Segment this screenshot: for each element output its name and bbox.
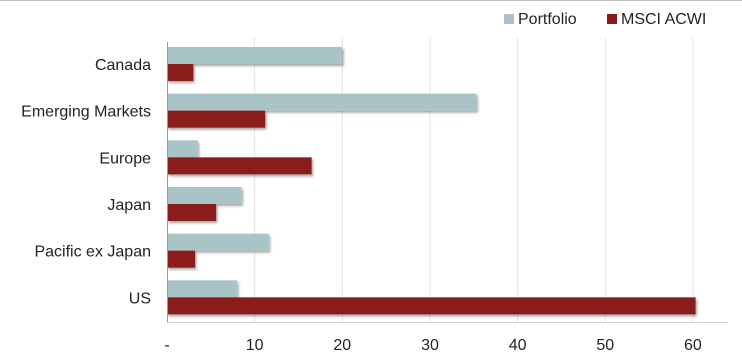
legend-label-portfolio: Portfolio: [518, 11, 577, 28]
category-label-pacific-ex-japan: Pacific ex Japan: [34, 244, 151, 261]
legend-label-msci-acwi: MSCI ACWI: [621, 11, 706, 28]
category-label-canada: Canada: [95, 57, 151, 74]
x-tick-label-60: 60: [684, 337, 702, 354]
x-tick-label-10: 10: [246, 337, 264, 354]
legend-swatch-portfolio: [504, 14, 514, 24]
bar-msci-acwi-emerging-markets: [167, 110, 266, 128]
top-border: [0, 0, 742, 1]
x-tick-label-30: 30: [421, 337, 439, 354]
bar-portfolio-emerging-markets: [167, 93, 477, 111]
category-label-europe: Europe: [99, 150, 151, 167]
bar-msci-acwi-pacific-ex-japan: [167, 250, 196, 268]
bar-portfolio-europe: [167, 140, 198, 158]
bar-portfolio-canada: [167, 47, 343, 64]
bar-portfolio-us: [167, 280, 238, 298]
bar-msci-acwi-us: [167, 297, 696, 315]
category-label-us: US: [129, 290, 151, 307]
bar-portfolio-japan: [167, 187, 242, 204]
category-label-emerging-markets: Emerging Markets: [21, 104, 151, 121]
bar-msci-acwi-europe: [167, 157, 312, 175]
category-label-japan: Japan: [107, 197, 151, 214]
x-tick-label-20: 20: [333, 337, 351, 354]
x-tick-label-40: 40: [509, 337, 527, 354]
bar-msci-acwi-japan: [167, 204, 217, 221]
x-tick-label-50: 50: [596, 337, 614, 354]
bar-portfolio-pacific-ex-japan: [167, 233, 269, 251]
legend-swatch-msci-acwi: [607, 14, 617, 24]
bar-msci-acwi-canada: [167, 64, 194, 81]
x-tick-label-zero: -: [164, 337, 169, 354]
